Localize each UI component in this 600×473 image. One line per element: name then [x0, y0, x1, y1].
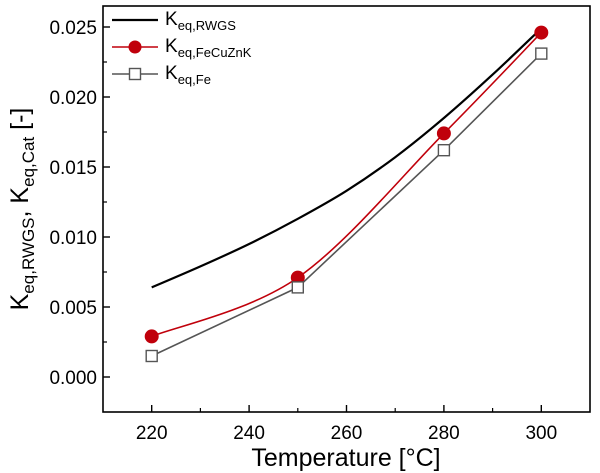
- x-tick-label: 300: [525, 423, 557, 444]
- series-line-2: [151, 53, 542, 357]
- series-line-0: [151, 27, 543, 289]
- legend-label-1: Keq,FeCuZnK: [165, 36, 252, 60]
- y-axis-title-sep: , K: [6, 187, 34, 218]
- legend-label-0: Keq,RWGS: [165, 9, 236, 33]
- y-axis-title-unit: [-]: [6, 108, 34, 137]
- series-point-2: [437, 143, 451, 157]
- y-axis-title-sub1: eq,RWGS: [19, 217, 38, 293]
- legend-marker-2: [128, 67, 142, 81]
- y-tick-label: 0.000: [49, 368, 97, 389]
- y-axis-title-main: K: [6, 293, 34, 310]
- legend-label-2: Keq,Fe: [165, 63, 211, 87]
- series-point-1: [144, 329, 159, 344]
- series-point-2: [145, 349, 158, 363]
- y-axis-title-sub2: eq,Cat: [19, 137, 38, 187]
- legend-marker-1: [128, 40, 142, 54]
- y-tick-label: 0.015: [49, 158, 97, 179]
- y-tick-label: 0.010: [49, 228, 97, 249]
- series-point-1: [534, 25, 549, 40]
- x-tick-label: 240: [233, 423, 265, 444]
- legend: Keq,RWGS Keq,FeCuZnK Keq,Fe: [112, 9, 252, 87]
- y-tick-label: 0.020: [49, 88, 97, 109]
- y-axis-title: Keq,RWGS, Keq,Cat [-]: [6, 108, 38, 311]
- series-point-2: [291, 281, 304, 294]
- x-tick-label: 280: [428, 423, 460, 444]
- x-axis-title: Temperature [°C]: [251, 444, 440, 472]
- y-tick-label: 0.025: [49, 18, 97, 39]
- x-tick-label: 260: [331, 423, 363, 444]
- series-point-2: [535, 47, 548, 60]
- axis-ticks: 220 240 260 280 300 0.000 0.005 0.010 0.015 0.020…: [49, 18, 557, 444]
- series-point-1: [436, 126, 451, 141]
- series-line-1: [151, 32, 542, 338]
- plot-content: [144, 25, 549, 363]
- y-tick-label: 0.005: [49, 298, 97, 319]
- x-tick-label: 220: [136, 423, 168, 444]
